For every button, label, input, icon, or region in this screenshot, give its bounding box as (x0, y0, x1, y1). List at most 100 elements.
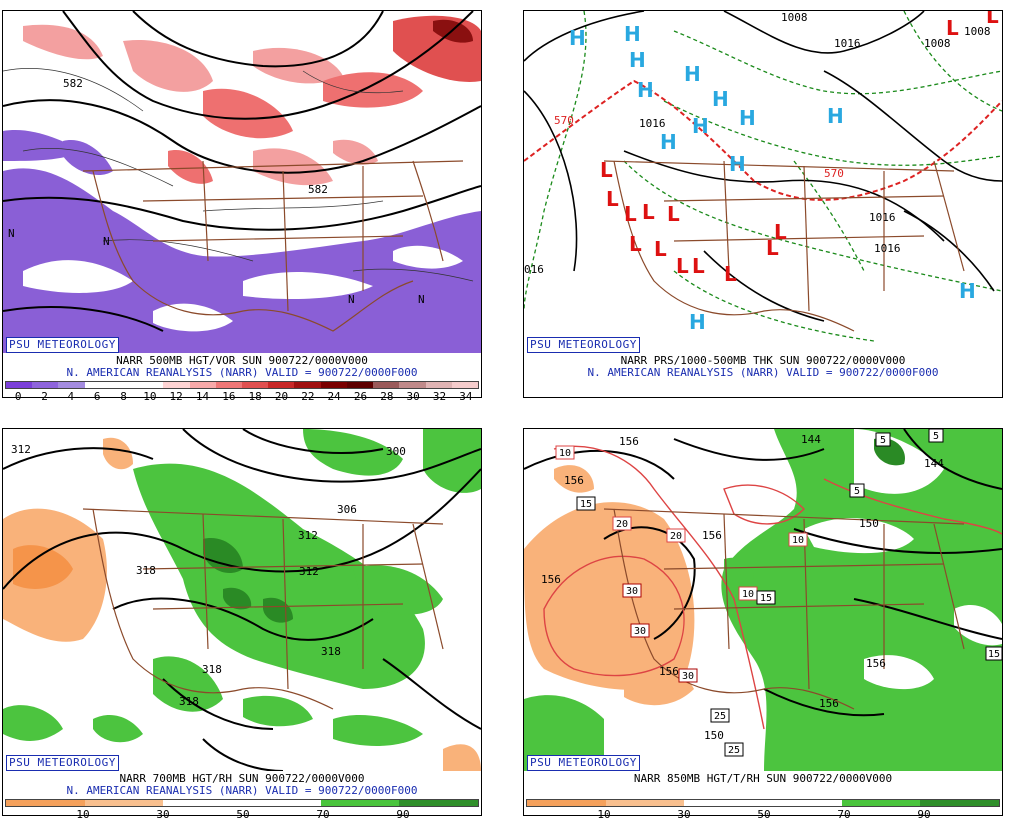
low-pressure-marker: L (642, 200, 655, 224)
boxed-temp-label: 10 (555, 445, 575, 460)
colorbar-swatch (189, 382, 216, 388)
svg-text:15: 15 (760, 593, 772, 604)
colorbar-ticks: 0 2 4 6 8 10 12 14 16 18 20 22 24 26 28 30 32 34 (3, 390, 483, 403)
colorbar (5, 381, 479, 389)
p1-contour-label: 582 (63, 77, 83, 90)
colorbar-swatch (281, 800, 321, 806)
p4-contour-label: 156 (541, 573, 561, 586)
low-pressure-marker: L (766, 236, 779, 260)
map-850mb: 156 156 156 156 156 156 144 144 150 150 … (524, 429, 1002, 771)
p3-contour-label: 318 (179, 695, 199, 708)
svg-text:20: 20 (616, 519, 628, 530)
colorbar-swatch (45, 800, 85, 806)
colorbar (526, 799, 1000, 807)
colorbar-ticks: 10 30 50 70 90 (3, 808, 483, 821)
colorbar-swatch (841, 800, 881, 806)
boxed-temp-label: 30 (678, 668, 698, 683)
panel-subcaption: N. AMERICAN REANALYSIS (NARR) VALID = 90… (66, 366, 418, 379)
colorbar-swatch (399, 800, 439, 806)
svg-text:30: 30 (634, 626, 646, 637)
svg-text:25: 25 (728, 745, 740, 756)
p4-contour-label: 150 (704, 729, 724, 742)
colorbar-tick-label: 10 (143, 390, 157, 403)
boxed-temp-label: 20 (666, 528, 686, 543)
svg-text:10: 10 (792, 535, 804, 546)
p2-contour-label: 1016 (639, 117, 666, 130)
high-pressure-marker: H (739, 106, 756, 130)
svg-text:5: 5 (933, 431, 939, 442)
pressure-map-svg: 1008 1016 1016 1008 1008 570 570 1016 10… (524, 11, 1002, 353)
colorbar-tick-label: 70 (837, 808, 851, 821)
svg-text:15: 15 (580, 499, 592, 510)
p3-contour-label: 306 (337, 503, 357, 516)
colorbar-swatch (605, 800, 645, 806)
boxed-temp-label: 25 (710, 708, 730, 723)
low-pressure-marker: L (667, 202, 680, 226)
colorbar-swatch (438, 800, 478, 806)
boxed-temp-label: 30 (622, 583, 642, 598)
svg-text:5: 5 (880, 435, 886, 446)
colorbar-tick-label: 30 (677, 808, 691, 821)
boxed-temp-label: 10 (738, 586, 758, 601)
p3-contour-label: 318 (136, 564, 156, 577)
boxed-temp-label: 10 (788, 532, 808, 547)
p4-contour-label: 156 (659, 665, 679, 678)
colorbar-swatch (32, 382, 59, 388)
low-pressure-marker: L (986, 11, 999, 28)
p4-contour-label: 156 (564, 474, 584, 487)
panel-700mb-rh: 312 306 300 318 312 318 318 318 312 PSU … (2, 428, 482, 821)
boxed-temp-label: 5 (875, 432, 891, 447)
colorbar-tick-label: 10 (597, 808, 611, 821)
low-pressure-marker: L (676, 254, 689, 278)
colorbar (5, 799, 479, 807)
colorbar-swatch (802, 800, 842, 806)
p3-contour-label: 300 (386, 445, 406, 458)
colorbar-tick-label: 14 (195, 390, 210, 403)
colorbar-tick-label: 70 (316, 808, 330, 821)
colorbar-swatch (762, 800, 803, 806)
high-pressure-marker: H (689, 310, 706, 334)
colorbar-swatch (163, 800, 203, 806)
colorbar-tick-label: 8 (120, 390, 127, 403)
panel-subcaption: N. AMERICAN REANALYSIS (NARR) VALID = 90… (587, 366, 939, 379)
colorbar-tick-label: 28 (380, 390, 394, 403)
high-pressure-marker: H (729, 152, 746, 176)
p2-contour-label: 1016 (869, 211, 896, 224)
boxed-temp-label: 15 (985, 646, 1002, 661)
boxed-temp-label: 5 (928, 429, 944, 443)
p1-n-marker: N (8, 227, 15, 240)
colorbar-swatch (373, 382, 400, 388)
colorbar-tick-label: 26 (353, 390, 368, 403)
psu-meteorology-label: PSU METEOROLOGY (527, 755, 640, 771)
colorbar-swatch (110, 382, 138, 388)
low-pressure-marker: L (654, 237, 667, 261)
p4-contour-label: 156 (819, 697, 839, 710)
p3-contour-label: 318 (321, 645, 341, 658)
p4-contour-label: 144 (924, 457, 944, 470)
colorbar-swatch (84, 800, 124, 806)
colorbar-swatch (123, 800, 164, 806)
colorbar-swatch (6, 382, 33, 388)
colorbar-swatch (294, 382, 321, 388)
colorbar-swatch (320, 800, 360, 806)
boxed-temp-label: 20 (612, 516, 632, 531)
colorbar-tick-label: 34 (459, 390, 473, 403)
svg-text:5: 5 (854, 486, 860, 497)
high-pressure-marker: H (629, 48, 646, 72)
p4-contour-label: 150 (859, 517, 879, 530)
low-pressure-marker: L (774, 220, 787, 244)
low-pressure-marker: L (624, 202, 637, 226)
svg-text:30: 30 (626, 586, 638, 597)
low-markers: L L L L L L L L L L L L L L (600, 11, 999, 286)
colorbar-tick-label: 90 (917, 808, 931, 821)
colorbar-swatch (163, 382, 190, 388)
low-pressure-marker: L (692, 254, 705, 278)
colorbar-tick-label: 10 (76, 808, 90, 821)
colorbar-swatch (215, 382, 242, 388)
colorbar-swatch (84, 382, 111, 388)
svg-text:20: 20 (670, 531, 682, 542)
psu-meteorology-label: PSU METEOROLOGY (527, 337, 640, 353)
high-pressure-marker: H (637, 78, 654, 102)
panel-500mb-vorticity: 582 582 N N N N PSU METEOROLOGY NARR 500… (2, 10, 482, 403)
p4-contour-label: 156 (866, 657, 886, 670)
